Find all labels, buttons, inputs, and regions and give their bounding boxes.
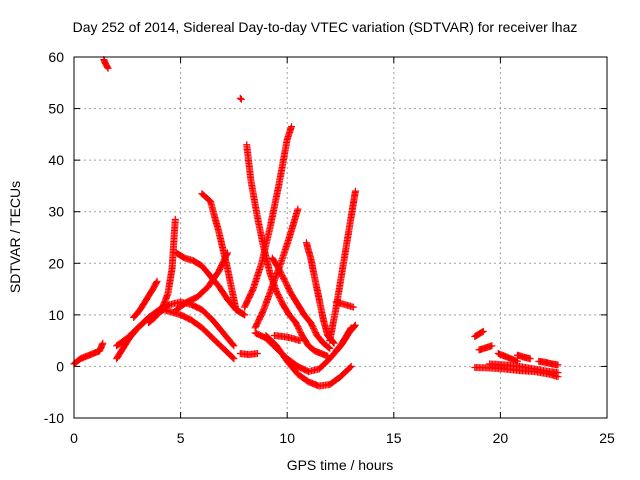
series-arc-16 (262, 332, 355, 390)
data-point-markers (268, 254, 334, 352)
series-arc-27 (494, 350, 521, 365)
series-arc-2 (100, 56, 112, 72)
data-point-markers (475, 342, 496, 354)
y-tick-labels: -10 0 10 20 30 40 50 60 (44, 49, 64, 426)
y-tick-label: -10 (44, 410, 64, 426)
y-tick-label: 10 (48, 307, 64, 323)
x-tick-label: 15 (386, 430, 402, 446)
data-point-markers (486, 360, 562, 377)
series-arc-6 (145, 215, 179, 327)
data-point-markers (535, 357, 562, 369)
x-tick-label: 5 (177, 430, 185, 446)
series-arc-28 (514, 351, 534, 363)
y-tick-label: 30 (48, 204, 64, 220)
y-axis-label: SDTVAR / TECUs (7, 181, 23, 293)
data-point-markers (198, 190, 249, 319)
grid-lines (74, 57, 607, 418)
y-tick-label: 50 (48, 101, 64, 117)
data-point-markers (130, 277, 161, 321)
series-arc-20 (326, 187, 359, 345)
series-arc-26 (486, 360, 562, 377)
series-arc-14 (251, 205, 302, 332)
data-point-markers (326, 187, 359, 345)
series-arc-21 (332, 298, 357, 311)
data-point-markers (241, 123, 295, 311)
data-point-markers (100, 56, 112, 72)
series-arc-22 (332, 321, 359, 355)
series-arc-24 (475, 342, 496, 354)
chart-title: Day 252 of 2014, Sidereal Day-to-day VTE… (73, 19, 578, 35)
series-arc-12 (236, 350, 261, 359)
data-points (70, 56, 562, 390)
data-point-markers (514, 351, 534, 363)
series-arc-5 (130, 277, 161, 321)
series-arc-18 (270, 332, 304, 345)
y-tick-label: 60 (48, 49, 64, 65)
y-tick-label: 0 (56, 358, 64, 374)
x-tick-label: 10 (279, 430, 295, 446)
data-point-markers (251, 205, 302, 332)
series-arc-13 (241, 123, 295, 311)
series-arc-1 (70, 339, 107, 368)
x-tick-label: 0 (70, 430, 78, 446)
plot-frame (73, 56, 608, 419)
series-arc-17 (268, 254, 334, 352)
data-point-markers (236, 350, 261, 359)
data-point-markers (332, 321, 359, 355)
data-point-markers (70, 339, 107, 368)
y-tick-label: 40 (48, 152, 64, 168)
data-point-markers (145, 215, 179, 327)
series-arc-10 (236, 94, 245, 103)
x-axis-label: GPS time / hours (287, 457, 394, 473)
data-point-markers (471, 327, 487, 340)
data-point-markers (494, 350, 521, 365)
series-arc-23 (471, 327, 487, 340)
data-point-markers (262, 332, 355, 390)
y-tick-label: 20 (48, 255, 64, 271)
data-point-markers (332, 298, 357, 311)
x-tick-labels: 0 5 10 15 20 25 (70, 430, 615, 446)
x-tick-label: 20 (493, 430, 509, 446)
series-arc-9 (198, 190, 249, 319)
series-arc-29 (535, 357, 562, 369)
axis-ticks (73, 56, 608, 419)
data-point-markers (236, 94, 245, 103)
data-point-markers (270, 332, 304, 345)
x-tick-label: 25 (599, 430, 615, 446)
